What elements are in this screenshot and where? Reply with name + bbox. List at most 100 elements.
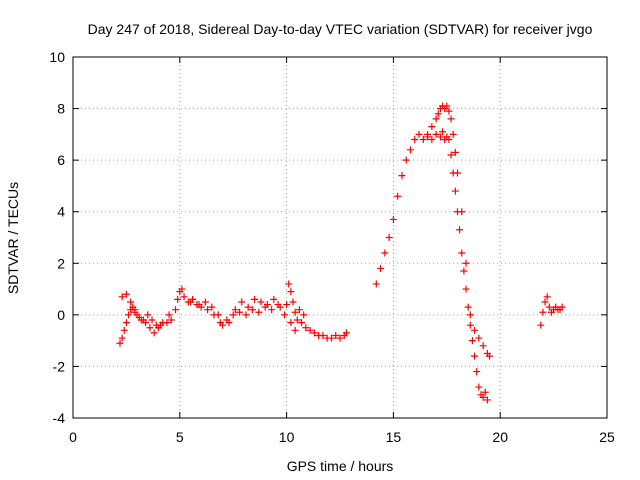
x-tick-label: 10 xyxy=(279,429,295,445)
data-point xyxy=(280,311,288,319)
data-point xyxy=(436,133,444,141)
data-point xyxy=(219,321,227,329)
data-point xyxy=(389,215,397,223)
data-point xyxy=(447,115,455,123)
data-point xyxy=(229,311,237,319)
data-point xyxy=(451,187,459,195)
data-point xyxy=(263,301,271,309)
data-point xyxy=(244,303,252,311)
data-point xyxy=(120,326,128,334)
data-point xyxy=(135,313,143,321)
data-point xyxy=(163,319,171,327)
data-point xyxy=(139,316,147,324)
data-point xyxy=(332,331,340,339)
data-point xyxy=(291,308,299,316)
data-point xyxy=(471,326,479,334)
data-point xyxy=(118,293,126,301)
data-point xyxy=(276,303,284,311)
data-point xyxy=(464,303,472,311)
data-point xyxy=(451,148,459,156)
data-point xyxy=(150,329,158,337)
y-tick-label: 10 xyxy=(49,49,65,65)
data-point xyxy=(428,136,436,144)
data-point xyxy=(285,280,293,288)
data-point xyxy=(174,295,182,303)
data-point xyxy=(537,321,545,329)
data-point xyxy=(178,285,186,293)
data-point xyxy=(434,110,442,118)
x-tick-label: 5 xyxy=(176,429,184,445)
data-point xyxy=(251,295,259,303)
data-point xyxy=(257,298,265,306)
data-point xyxy=(236,308,244,316)
data-point xyxy=(270,295,278,303)
data-point xyxy=(131,308,139,316)
data-point xyxy=(195,301,203,309)
data-layer xyxy=(116,102,566,404)
y-tick-label: 0 xyxy=(57,307,65,323)
tick-layer: 0 5 10 15 20 25 -4 -2 0 2 4 6 8 10 xyxy=(49,49,615,445)
data-series xyxy=(424,102,491,358)
data-point xyxy=(302,324,310,332)
data-point xyxy=(186,298,194,306)
y-axis-label: SDTVAR / TECUs xyxy=(5,182,21,294)
data-point xyxy=(172,306,180,314)
grid-layer xyxy=(73,57,607,418)
data-point xyxy=(558,303,566,311)
data-point xyxy=(377,264,385,272)
data-point xyxy=(165,311,173,319)
data-point xyxy=(460,267,468,275)
data-point xyxy=(289,298,297,306)
data-point xyxy=(295,306,303,314)
data-point xyxy=(287,319,295,327)
data-point xyxy=(466,311,474,319)
data-point xyxy=(319,331,327,339)
data-point xyxy=(225,319,233,327)
data-point xyxy=(398,172,406,180)
data-point xyxy=(327,334,335,342)
data-point xyxy=(214,311,222,319)
data-point xyxy=(456,226,464,234)
data-point xyxy=(208,303,216,311)
data-point xyxy=(419,136,427,144)
data-point xyxy=(306,326,314,334)
data-point xyxy=(479,342,487,350)
data-point xyxy=(291,326,299,334)
data-point xyxy=(545,303,553,311)
data-point xyxy=(336,334,344,342)
y-tick-label: 8 xyxy=(57,101,65,117)
data-point xyxy=(462,259,470,267)
data-point xyxy=(443,102,451,110)
data-point xyxy=(394,192,402,200)
x-tick-label: 25 xyxy=(599,429,615,445)
data-point xyxy=(411,136,419,144)
data-point xyxy=(144,311,152,319)
data-point xyxy=(268,306,276,314)
data-point xyxy=(432,115,440,123)
data-point xyxy=(539,308,547,316)
data-point xyxy=(424,130,432,138)
y-tick-label: 4 xyxy=(57,204,65,220)
data-point xyxy=(118,334,126,342)
data-point xyxy=(458,208,466,216)
data-point xyxy=(180,293,188,301)
data-point xyxy=(481,388,489,396)
data-point xyxy=(541,298,549,306)
data-point xyxy=(204,306,212,314)
data-point xyxy=(116,339,124,347)
data-point xyxy=(248,306,256,314)
data-point xyxy=(432,130,440,138)
x-tick-label: 20 xyxy=(492,429,508,445)
plot-frame xyxy=(72,56,608,419)
data-point xyxy=(473,368,481,376)
data-point xyxy=(406,146,414,154)
data-point xyxy=(483,350,491,358)
data-point xyxy=(342,329,350,337)
chart-title: Day 247 of 2018, Sidereal Day-to-day VTE… xyxy=(88,21,593,37)
y-tick-label: 6 xyxy=(57,152,65,168)
data-point xyxy=(372,280,380,288)
data-point xyxy=(300,311,308,319)
x-tick-label: 15 xyxy=(386,429,402,445)
data-point xyxy=(298,319,306,327)
